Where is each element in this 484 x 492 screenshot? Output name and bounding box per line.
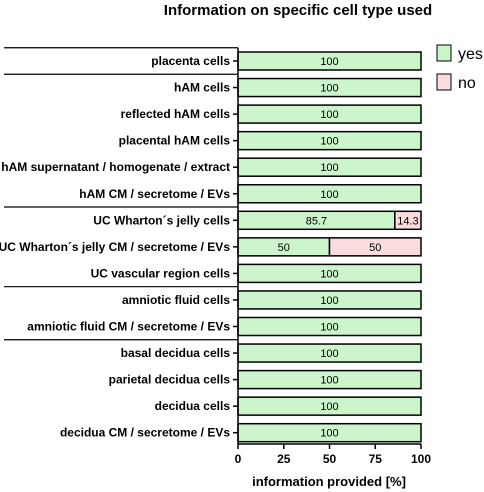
category-label: placental hAM cells xyxy=(119,134,231,148)
x-tick-label: 50 xyxy=(323,452,337,466)
bar-value-label: 100 xyxy=(320,83,338,95)
bar-value-label: 100 xyxy=(320,348,338,360)
x-tick-label: 25 xyxy=(277,452,291,466)
category-label: UC Wharton´s jelly cells xyxy=(93,213,230,227)
bar-segment-no xyxy=(328,237,422,257)
category-label: reflected hAM cells xyxy=(121,107,231,121)
category-label: hAM CM / secretome / EVs xyxy=(79,187,230,201)
bar-value-label: 100 xyxy=(320,56,338,68)
bar-value-label: 100 xyxy=(320,322,338,334)
bar-value-label: 85.7 xyxy=(306,215,327,227)
bar-value-label: 14.3 xyxy=(397,215,418,227)
category-label: hAM cells xyxy=(174,81,230,95)
bar-value-label: 100 xyxy=(320,189,338,201)
category-label: amniotic fluid CM / secretome / EVs xyxy=(27,320,230,334)
legend: yes no xyxy=(436,44,483,92)
bar-value-label: 100 xyxy=(320,375,338,387)
bar-value-label: 100 xyxy=(320,136,338,148)
category-label: hAM supernatant / homogenate / extract xyxy=(1,160,230,174)
category-labels-layer: placenta cells hAM cells reflected hAM cel… xyxy=(0,54,230,440)
x-tick-label: 100 xyxy=(411,452,431,466)
bar-value-label: 100 xyxy=(320,401,338,413)
chart-title: Information on specific cell type used xyxy=(164,2,432,19)
legend-swatch-yes xyxy=(436,44,452,62)
legend-swatch-no xyxy=(436,73,452,91)
bar-value-label: 50 xyxy=(278,242,290,254)
bar-value-label: 100 xyxy=(320,295,338,307)
bar-value-label: 100 xyxy=(320,109,338,121)
bar-value-label: 50 xyxy=(369,242,381,254)
x-tick-label: 0 xyxy=(235,452,242,466)
bars-layer: 100 100 100 100 100 100 85.7 14.3 50 50 100 100 100 1… xyxy=(237,51,422,443)
x-axis-title: information provided [%] xyxy=(252,474,406,489)
category-label: amniotic fluid cells xyxy=(122,293,230,307)
bar-value-label: 100 xyxy=(320,428,338,440)
category-label: UC vascular region cells xyxy=(91,266,231,280)
legend-label-no: no xyxy=(458,75,476,92)
category-label: decidua CM / secretome / EVs xyxy=(60,426,230,440)
axis-layer: 0 25 50 75 100 xyxy=(4,47,431,466)
bar-value-label: 100 xyxy=(320,162,338,174)
bar-segment-no xyxy=(394,210,422,231)
legend-label-yes: yes xyxy=(458,46,483,63)
category-label: basal decidua cells xyxy=(121,346,231,360)
category-label: placenta cells xyxy=(151,54,230,68)
x-tick-label: 75 xyxy=(369,452,383,466)
category-label: decidua cells xyxy=(155,399,231,413)
bar-value-label: 100 xyxy=(320,268,338,280)
category-label: UC Wharton´s jelly CM / secretome / EVs xyxy=(0,240,230,254)
category-label: parietal decidua cells xyxy=(109,373,231,387)
